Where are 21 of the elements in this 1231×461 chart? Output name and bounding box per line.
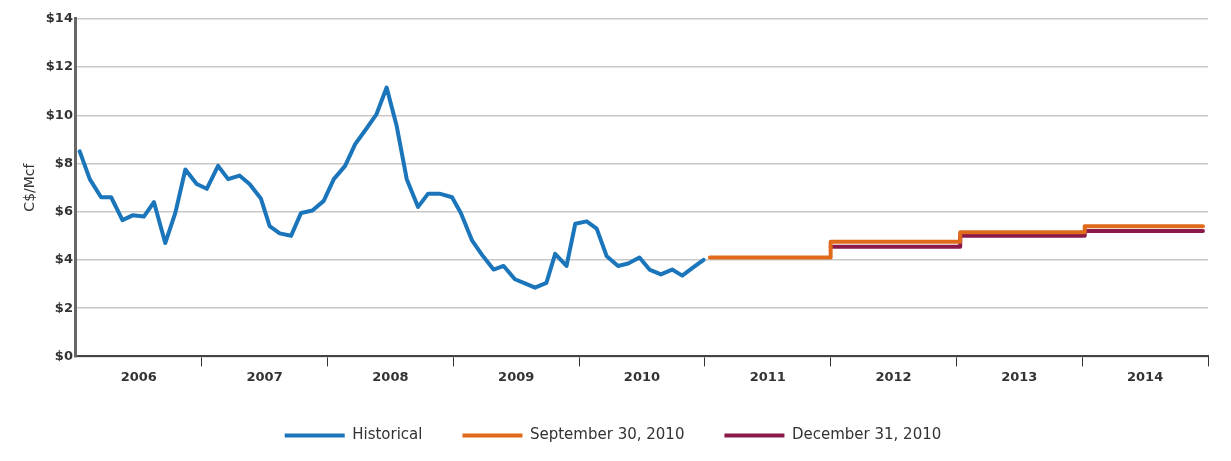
y-tick-label: $14 <box>45 10 73 26</box>
y-tick-label: $0 <box>54 347 73 363</box>
x-tick-label: 2009 <box>498 368 535 384</box>
y-tick-label: $6 <box>54 203 73 219</box>
legend-label: September 30, 2010 <box>529 425 685 444</box>
legend-label: Historical <box>352 425 423 444</box>
x-tick-label: 2011 <box>749 368 786 384</box>
x-tick-label: 2010 <box>623 368 661 384</box>
y-tick-label: $2 <box>54 299 73 315</box>
x-tick-label: 2013 <box>1001 368 1038 384</box>
x-tick-label: 2008 <box>372 368 409 384</box>
x-tick-label: 2007 <box>246 368 283 384</box>
legend-label: December 31, 2010 <box>791 425 942 444</box>
x-tick-label: 2006 <box>120 368 157 384</box>
y-axis-title: C$/Mcf <box>21 162 38 212</box>
y-tick-label: $4 <box>54 251 73 267</box>
x-tick-label: 2012 <box>875 368 912 384</box>
y-tick-label: $12 <box>45 58 73 74</box>
y-tick-label: $10 <box>45 106 73 122</box>
y-tick-label: $8 <box>54 154 73 170</box>
x-tick-label: 2014 <box>1127 368 1164 384</box>
